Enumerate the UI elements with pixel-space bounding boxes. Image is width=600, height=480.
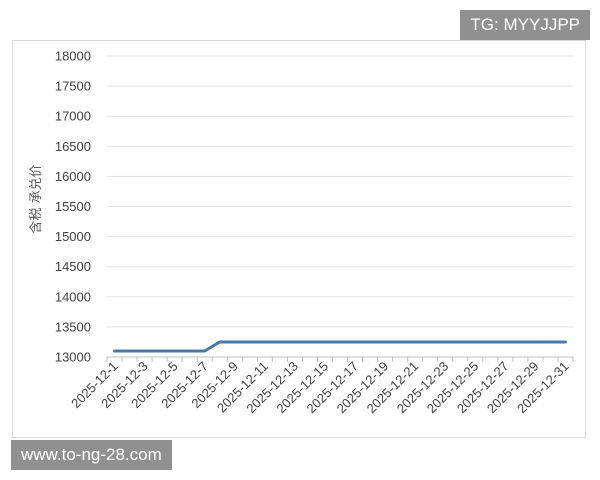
y-tick-18000: 18000: [55, 49, 91, 64]
line-chart: 13000 13500 14000 14500 15000 15500 16000 16500…: [28, 49, 574, 417]
series-layer: [113, 340, 567, 353]
y-tick-15500: 15500: [55, 199, 91, 214]
y-axis-label: 含税 承兑价: [28, 164, 44, 233]
y-tick-16000: 16000: [55, 169, 91, 184]
y-tick-17000: 17000: [55, 109, 91, 124]
chart-frame: 13000 13500 14000 14500 15000 15500 16000 16500…: [12, 40, 586, 438]
x-tick-labels: 2025-12-12025-12-32025-12-52025-12-72025…: [68, 359, 571, 417]
axes: [106, 356, 574, 362]
gridlines: [107, 55, 573, 328]
y-tick-14000: 14000: [55, 289, 91, 304]
y-tick-labels: 13000 13500 14000 14500 15000 15500 16000 16500…: [55, 49, 91, 365]
y-tick-15000: 15000: [55, 229, 91, 244]
y-tick-17500: 17500: [55, 79, 91, 94]
y-tick-14500: 14500: [55, 259, 91, 274]
watermark-url: www.to-ng-28.com: [11, 440, 172, 470]
y-tick-13500: 13500: [55, 319, 91, 334]
watermark-tg: TG: MYYJJPP: [460, 10, 590, 40]
series-line-0: [113, 340, 567, 353]
y-tick-13000: 13000: [55, 350, 91, 365]
y-tick-16500: 16500: [55, 139, 91, 154]
